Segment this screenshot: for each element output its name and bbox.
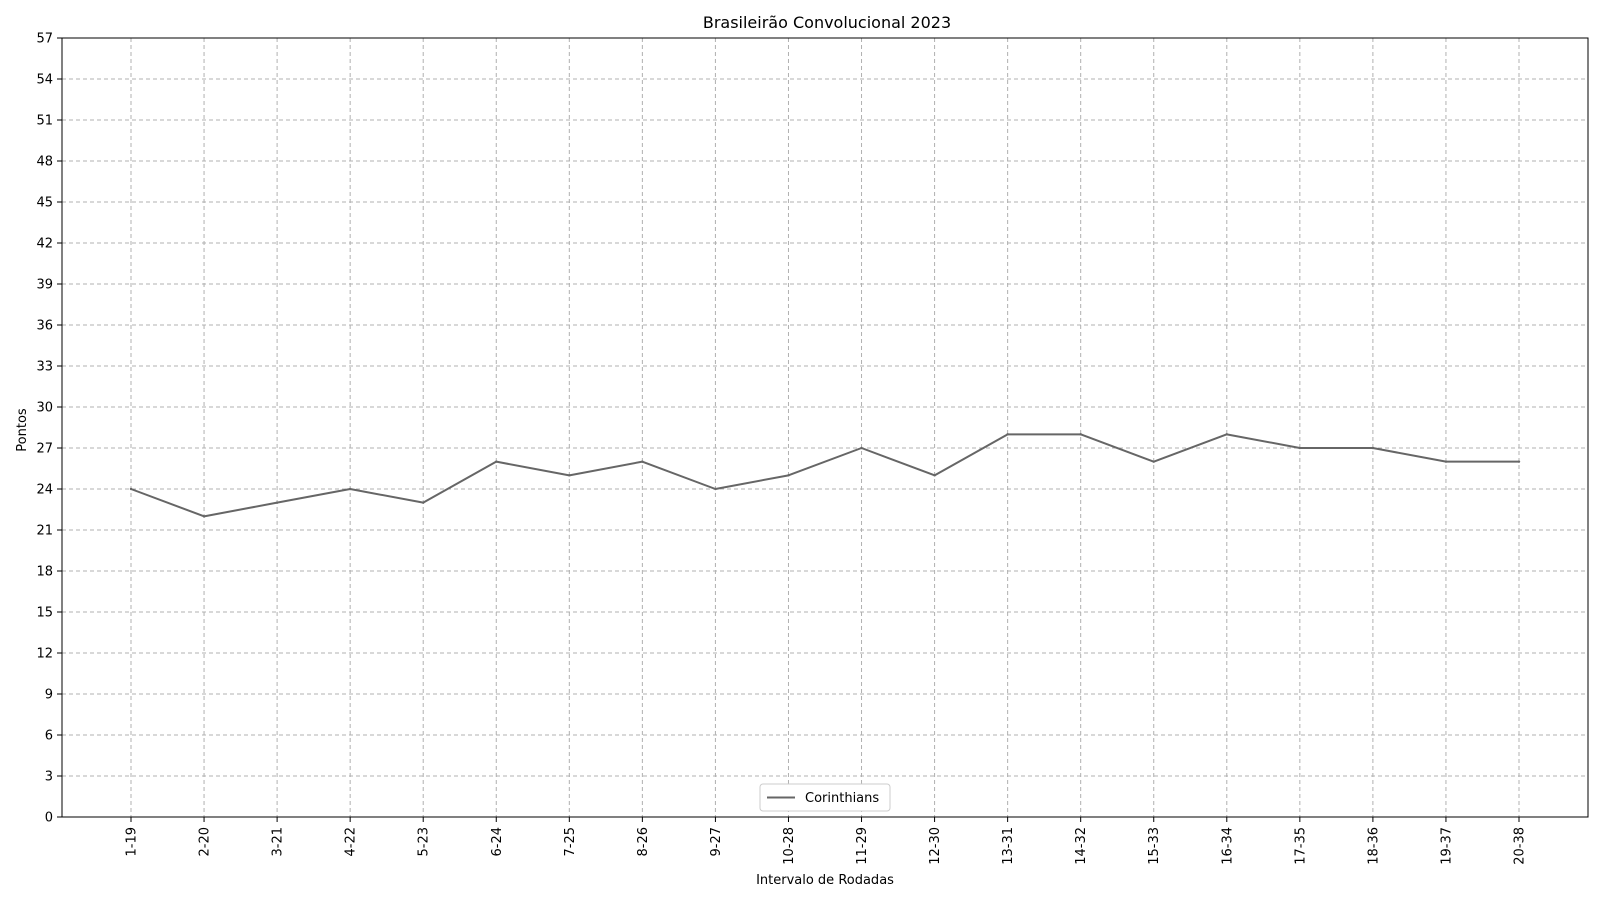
legend-box [759, 783, 891, 812]
y-tick-label: 21 [36, 524, 53, 539]
data-point [1152, 460, 1155, 463]
data-point [787, 474, 790, 477]
y-tick-label: 18 [36, 565, 53, 580]
data-point [860, 446, 863, 450]
y-tick-label: 9 [45, 688, 53, 703]
x-tick-label: 20-38 [1513, 827, 1528, 865]
data-point [568, 474, 571, 477]
grid [62, 37, 1588, 818]
y-tick-label: 45 [36, 196, 53, 211]
data-point [275, 501, 279, 504]
x-tick-label: 8-26 [636, 827, 651, 857]
data-point [714, 487, 717, 491]
data-point [933, 474, 936, 477]
data-point [641, 460, 644, 463]
y-tick-label: 51 [36, 114, 53, 129]
y-tick-label: 12 [36, 647, 53, 662]
data-point [422, 501, 425, 504]
x-axis: 1-19 2-20 3-21 4-22 5-23 6-24 7-25 8-26 9-27 10-2… [125, 817, 1528, 865]
y-tick-label: 48 [36, 155, 53, 170]
y-tick-label: 39 [36, 278, 53, 293]
x-tick-label: 10-28 [782, 827, 797, 865]
chart-title: Brasileirão Convolucional 2023 [703, 13, 951, 32]
data-point [202, 515, 206, 518]
series-layer [129, 433, 1521, 518]
data-point [1517, 460, 1521, 463]
data-point [495, 460, 498, 463]
y-tick-label: 36 [36, 319, 53, 334]
x-tick-label: 13-31 [1001, 827, 1016, 865]
x-tick-label: 4-22 [344, 827, 359, 857]
data-point [1444, 460, 1448, 463]
y-tick-label: 15 [36, 606, 53, 621]
x-tick-label: 18-36 [1366, 827, 1381, 865]
y-tick-label: 30 [36, 401, 53, 416]
x-tick-label: 3-21 [271, 827, 286, 857]
data-point [1298, 446, 1302, 450]
y-tick-label: 42 [36, 237, 53, 252]
x-tick-label: 9-27 [709, 827, 724, 857]
y-tick-label: 27 [36, 442, 53, 457]
legend-label-corinthians: Corinthians [805, 791, 879, 806]
x-tick-label: 19-37 [1439, 827, 1454, 865]
x-axis-label: Intervalo de Rodadas [756, 873, 894, 888]
y-tick-label: 6 [45, 729, 53, 744]
y-tick-label: 57 [36, 32, 53, 47]
y-tick-label: 0 [45, 811, 53, 826]
data-point [1079, 433, 1082, 436]
data-point [1225, 433, 1228, 436]
y-tick-label: 3 [45, 770, 53, 785]
x-tick-label: 12-30 [928, 827, 943, 865]
data-point [129, 487, 133, 491]
data-point [348, 487, 352, 491]
x-tick-label: 14-32 [1074, 827, 1089, 865]
data-point [1371, 446, 1375, 450]
x-tick-label: 6-24 [490, 827, 505, 857]
x-tick-label: 11-29 [855, 827, 870, 865]
x-tick-label: 1-19 [125, 827, 140, 857]
y-tick-label: 33 [36, 360, 53, 375]
legend: Corinthians [759, 783, 891, 812]
y-axis-label: Pontos [15, 408, 30, 452]
x-tick-label: 15-33 [1147, 827, 1162, 865]
plot-frame [61, 37, 1589, 818]
x-tick-label: 2-20 [198, 827, 213, 857]
data-point [1006, 433, 1009, 436]
x-tick-label: 7-25 [563, 827, 578, 857]
x-tick-label: 16-34 [1220, 827, 1235, 865]
series-line-corinthians [130, 433, 1519, 518]
y-tick-label: 24 [36, 483, 53, 498]
x-tick-label: 5-23 [417, 827, 432, 857]
y-tick-label: 54 [36, 73, 53, 88]
x-tick-label: 17-35 [1293, 827, 1308, 865]
